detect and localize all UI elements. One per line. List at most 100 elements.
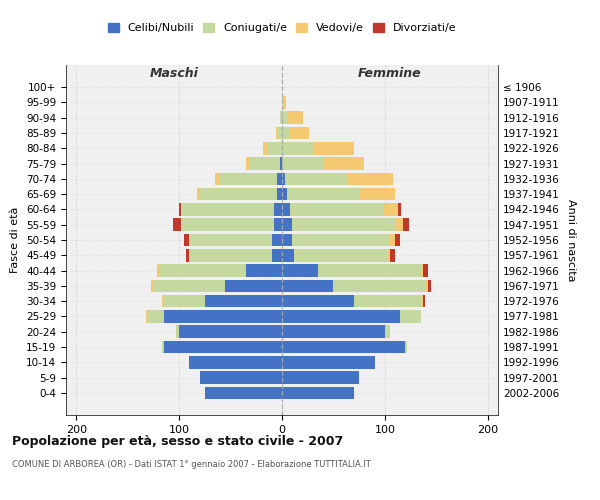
Bar (164, 310, 282, 322)
Bar (272, 234, 282, 246)
Bar (282, 264, 318, 277)
Bar (287, 188, 359, 200)
Bar (282, 310, 400, 322)
Bar (154, 280, 226, 292)
Bar (161, 340, 164, 353)
Bar (280, 158, 282, 170)
Bar (295, 249, 387, 262)
Bar (266, 142, 282, 154)
Bar (176, 326, 179, 338)
Bar (215, 172, 220, 185)
Bar (274, 218, 282, 231)
Text: Popolazione per età, sesso e stato civile - 2007: Popolazione per età, sesso e stato civil… (12, 435, 343, 448)
Bar (421, 295, 423, 308)
Bar (205, 295, 282, 308)
Bar (181, 203, 274, 215)
Bar (184, 234, 190, 246)
Bar (290, 203, 383, 215)
Bar (190, 356, 282, 368)
Bar (406, 340, 407, 353)
Bar (200, 372, 282, 384)
Bar (148, 310, 164, 322)
Bar (282, 127, 290, 140)
Bar (179, 326, 282, 338)
Bar (323, 158, 364, 170)
Bar (383, 203, 398, 215)
Bar (390, 249, 395, 262)
Bar (347, 172, 393, 185)
Text: COMUNE DI ARBOREA (OR) - Dati ISTAT 1° gennaio 2007 - Elaborazione TUTTITALIA.IT: COMUNE DI ARBOREA (OR) - Dati ISTAT 1° g… (12, 460, 371, 469)
Bar (313, 142, 354, 154)
Bar (282, 172, 285, 185)
Bar (423, 264, 428, 277)
Bar (359, 188, 395, 200)
Y-axis label: Anni di nascita: Anni di nascita (566, 198, 576, 281)
Bar (146, 310, 148, 322)
Bar (423, 295, 425, 308)
Bar (282, 326, 385, 338)
Text: Maschi: Maschi (149, 68, 199, 80)
Bar (290, 127, 309, 140)
Bar (282, 340, 406, 353)
Bar (403, 218, 409, 231)
Bar (282, 218, 292, 231)
Bar (226, 280, 282, 292)
Bar (287, 112, 302, 124)
Bar (398, 203, 401, 215)
Y-axis label: Fasce di età: Fasce di età (10, 207, 20, 273)
Bar (282, 295, 354, 308)
Bar (354, 295, 421, 308)
Bar (179, 203, 181, 215)
Bar (249, 158, 280, 170)
Bar (263, 142, 266, 154)
Bar (285, 172, 347, 185)
Bar (282, 356, 374, 368)
Bar (158, 264, 246, 277)
Bar (282, 234, 292, 246)
Bar (220, 172, 277, 185)
Bar (187, 249, 190, 262)
Bar (387, 249, 390, 262)
Bar (282, 96, 284, 108)
Bar (200, 188, 277, 200)
Bar (385, 326, 390, 338)
Bar (282, 112, 287, 124)
Bar (390, 234, 395, 246)
Bar (277, 188, 282, 200)
Bar (282, 203, 290, 215)
Bar (277, 172, 282, 185)
Bar (274, 203, 282, 215)
Bar (292, 234, 390, 246)
Bar (282, 280, 334, 292)
Legend: Celibi/Nubili, Coniugati/e, Vedovi/e, Divorziati/e: Celibi/Nubili, Coniugati/e, Vedovi/e, Di… (103, 18, 461, 38)
Bar (205, 386, 282, 399)
Bar (395, 218, 403, 231)
Bar (278, 127, 282, 140)
Bar (246, 158, 249, 170)
Bar (157, 264, 158, 277)
Bar (282, 188, 287, 200)
Bar (282, 158, 323, 170)
Bar (284, 96, 286, 108)
Bar (428, 280, 431, 292)
Text: Femmine: Femmine (358, 68, 422, 80)
Bar (276, 127, 278, 140)
Bar (197, 188, 200, 200)
Bar (318, 264, 421, 277)
Bar (173, 218, 181, 231)
Bar (282, 142, 313, 154)
Bar (282, 386, 354, 399)
Bar (280, 112, 282, 124)
Bar (395, 234, 400, 246)
Bar (164, 295, 205, 308)
Bar (421, 264, 423, 277)
Bar (190, 249, 272, 262)
Bar (161, 295, 164, 308)
Bar (164, 340, 282, 353)
Bar (151, 280, 154, 292)
Bar (246, 264, 282, 277)
Bar (400, 310, 421, 322)
Bar (334, 280, 426, 292)
Bar (282, 249, 295, 262)
Bar (426, 280, 428, 292)
